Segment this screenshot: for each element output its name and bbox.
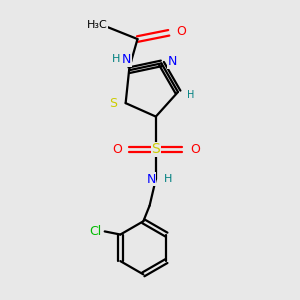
Text: O: O [176,25,186,38]
Text: H: H [164,174,172,184]
Text: S: S [109,97,117,110]
Text: H₃C: H₃C [86,20,107,30]
Text: H: H [111,54,120,64]
Text: H: H [187,90,194,100]
Text: N: N [146,172,156,186]
Text: N: N [168,55,177,68]
Text: Cl: Cl [89,225,101,238]
Text: N: N [122,53,131,66]
Text: S: S [152,142,160,156]
Text: O: O [112,143,122,156]
Text: O: O [190,143,200,156]
